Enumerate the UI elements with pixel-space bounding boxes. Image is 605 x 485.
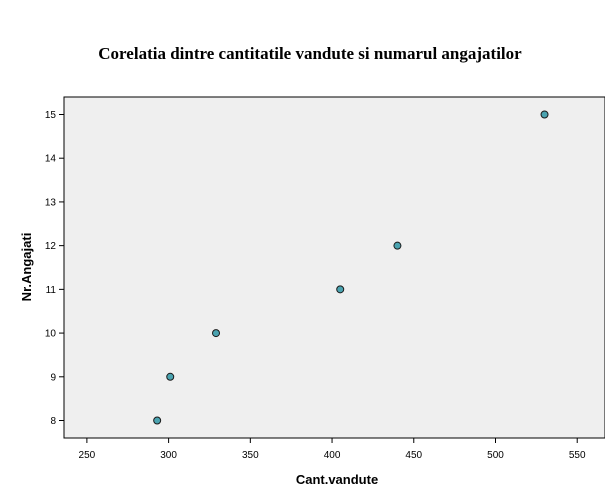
x-tick-label: 500 bbox=[487, 450, 504, 461]
x-tick-label: 450 bbox=[405, 450, 422, 461]
data-point bbox=[153, 416, 162, 425]
x-tick-label: 250 bbox=[79, 450, 96, 461]
data-point bbox=[393, 241, 402, 250]
y-tick-label: 14 bbox=[45, 154, 57, 165]
y-axis-label: Nr.Angajati bbox=[19, 233, 34, 302]
x-axis: 250 300 350 400 450 500 550 bbox=[79, 438, 586, 461]
x-tick-label: 400 bbox=[324, 450, 341, 461]
y-tick-label: 11 bbox=[46, 285, 57, 296]
y-tick-label: 15 bbox=[45, 110, 57, 121]
data-point bbox=[336, 285, 345, 294]
x-tick-label: 350 bbox=[242, 450, 259, 461]
x-tick-label: 300 bbox=[160, 450, 177, 461]
y-tick-label: 8 bbox=[50, 416, 56, 427]
chart-title: Corelatia dintre cantitatile vandute si … bbox=[98, 44, 522, 63]
data-point bbox=[166, 372, 175, 381]
data-points bbox=[153, 110, 549, 425]
x-axis-label: Cant.vandute bbox=[296, 472, 378, 485]
data-point bbox=[212, 329, 221, 338]
x-tick-label: 550 bbox=[569, 450, 586, 461]
plot-area bbox=[63, 96, 605, 439]
y-tick-label: 13 bbox=[45, 197, 57, 208]
data-point bbox=[540, 110, 549, 119]
y-axis: 8 9 10 11 12 13 14 15 bbox=[45, 110, 64, 427]
y-tick-label: 9 bbox=[50, 372, 56, 383]
y-tick-label: 10 bbox=[45, 329, 57, 340]
y-tick-label: 12 bbox=[45, 241, 57, 252]
